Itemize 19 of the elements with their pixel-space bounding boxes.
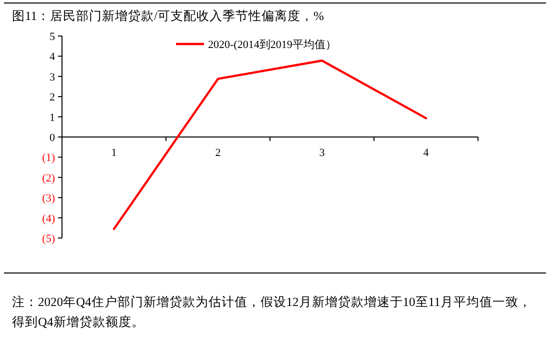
y-tick-label: 4 <box>50 51 56 64</box>
y-tick-label: (5) <box>42 233 56 245</box>
x-tick-label: 3 <box>319 147 326 159</box>
line-series <box>112 60 428 230</box>
legend-label: 2020-(2014到2019平均值） <box>208 39 336 51</box>
y-tick-label: 0 <box>50 132 56 144</box>
y-tick-label: (1) <box>42 152 56 164</box>
y-tick-label: (4) <box>42 212 56 225</box>
x-tick-label: 4 <box>423 147 430 159</box>
text: 注：2020年Q4住户部门新增贷款为估计值，假设12月新增贷款增速于10至11月平均值一致，得到Q4新增贷款额度。 <box>12 294 532 329</box>
x-tick-label: 1 <box>111 147 117 159</box>
chart-title: 图11：居民部门新增贷款/可支配收入季节性偏离度，% <box>12 8 324 23</box>
y-tick-label: 3 <box>50 71 56 84</box>
x-tick-label: 2 <box>215 147 221 159</box>
y-tick-label: (3) <box>42 192 56 205</box>
y-tick-label: (2) <box>42 172 56 184</box>
y-tick-label: 5 <box>50 31 56 43</box>
y-tick-label: 1 <box>50 112 55 124</box>
y-tick-label: 2 <box>50 92 55 104</box>
